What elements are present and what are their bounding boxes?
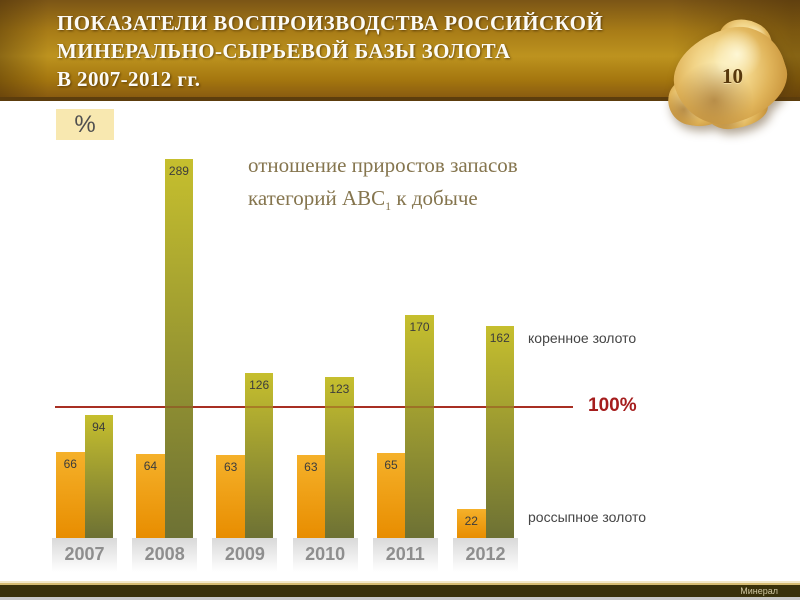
x-axis-label-2008: 2008: [144, 544, 185, 564]
bar-value-label: 289: [168, 164, 189, 178]
reference-line-100pct: [55, 406, 573, 408]
x-axis-reflection-band: 2007: [52, 538, 117, 575]
slide-number: 10: [722, 64, 743, 88]
footer-band: [0, 585, 800, 597]
bar-placer-gold-2009: 63: [216, 455, 245, 538]
x-axis-label-2011: 2011: [385, 544, 425, 564]
x-axis-reflection-band: 2009: [212, 538, 278, 575]
header-divider: [0, 97, 800, 101]
bar-placer-gold-2010: 63: [296, 455, 326, 538]
y-axis-unit-label: %: [74, 110, 96, 138]
y-axis-unit-box: %: [56, 109, 114, 140]
bar-value-label: 65: [384, 458, 398, 472]
reference-line-label: 100%: [588, 395, 637, 416]
chart-title-line-2: категорий АВС1 к добыче: [248, 186, 478, 214]
reference-line-overlay: [55, 406, 573, 408]
bar-lode-gold-2009: 126: [244, 373, 274, 538]
x-axis-reflection-band: 2011: [372, 538, 438, 575]
bar-value-label: 162: [489, 331, 510, 345]
bar-value-label: 126: [249, 378, 270, 392]
x-axis-label-2009: 2009: [224, 544, 265, 564]
bar-value-label: 64: [143, 459, 158, 473]
bar-value-label: 123: [329, 382, 350, 396]
x-axis-reflection-band: 2010: [292, 538, 358, 575]
bar-lode-gold-2010: 123: [325, 377, 354, 538]
bar-value-label: 66: [63, 457, 77, 471]
bar-lode-gold-2012: 162: [485, 326, 514, 538]
footer-line-cream: [0, 581, 800, 583]
bar-placer-gold-2008: 64: [136, 454, 165, 538]
slide-title-line-2: МИНЕРАЛЬНО-СЫРЬЕВОЙ БАЗЫ ЗОЛОТА: [57, 39, 511, 63]
x-axis-label-2010: 2010: [305, 544, 346, 564]
slide-footer: Минерал: [0, 581, 800, 600]
bar-value-label: 22: [464, 514, 478, 528]
slide-title-line-1: ПОКАЗАТЕЛИ ВОСПРОИЗВОДСТВА РОССИЙСКОЙ: [57, 11, 604, 35]
bar-placer-gold-2007: 66: [56, 452, 85, 538]
slide-header: ПОКАЗАТЕЛИ ВОСПРОИЗВОДСТВА РОССИЙСКОЙ МИ…: [0, 0, 800, 97]
bar-value-label: 94: [92, 420, 106, 434]
footer-line-gray: [0, 597, 800, 600]
gold-nugget-icon: 10: [662, 10, 798, 138]
chart-title-line-1: отношение приростов запасов: [248, 153, 518, 177]
bar-value-label: 63: [304, 460, 318, 474]
bar-lode-gold-2011: 170: [405, 315, 434, 538]
x-axis-label-2007: 2007: [64, 544, 105, 564]
x-axis-reflection-band: 2012: [453, 538, 518, 575]
footer-brand: Минерал: [740, 586, 778, 596]
slide-title: ПОКАЗАТЕЛИ ВОСПРОИЗВОДСТВА РОССИЙСКОЙ МИ…: [57, 9, 603, 93]
bar-placer-gold-2012: 22: [457, 509, 486, 538]
legend-lode-gold: коренное золото: [528, 330, 637, 346]
bar-value-label: 170: [409, 320, 430, 334]
chart-title-subscript: 1: [385, 199, 392, 214]
legend-placer-gold: россыпное золото: [528, 509, 646, 525]
chart-title: отношение приростов запасов категорий АВ…: [248, 149, 518, 223]
x-axis-reflection-band: 2008: [132, 538, 198, 575]
bar-lode-gold-2007: 94: [84, 415, 113, 538]
footer-line-gold: [0, 583, 800, 585]
bar-lode-gold-2008: 289: [164, 159, 194, 538]
bar-placer-gold-2011: 65: [376, 453, 406, 538]
x-axis-label-2012: 2012: [465, 544, 506, 564]
bar-value-label: 63: [223, 460, 238, 474]
slide-title-line-3: В 2007-2012 гг.: [57, 67, 201, 91]
